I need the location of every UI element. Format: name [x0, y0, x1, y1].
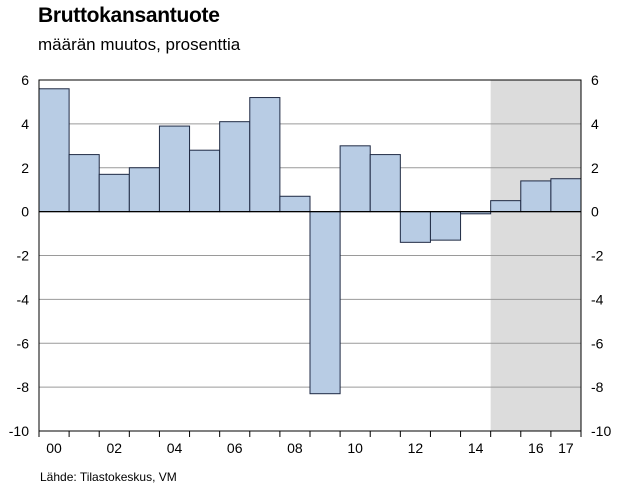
x-tick-label: 14 [468, 440, 484, 456]
bar [369, 154, 401, 213]
bar [429, 211, 462, 241]
x-tick-label: 10 [347, 440, 363, 456]
y-tick-label-right: -8 [591, 379, 604, 395]
chart-subtitle: määrän muutos, prosenttia [38, 35, 241, 54]
bar [520, 180, 552, 213]
y-tick-label-left: -8 [17, 379, 30, 395]
y-tick-label-right: 2 [591, 160, 599, 176]
bar [68, 154, 100, 213]
bar [249, 97, 281, 213]
y-tick-label-left: -2 [17, 248, 30, 264]
x-tick-label: 17 [558, 440, 574, 456]
y-tick-label-right: 0 [591, 204, 599, 220]
source-note: Lähde: Tilastokeskus, VM [40, 470, 177, 484]
x-tick-label: 12 [408, 440, 424, 456]
bar [189, 149, 221, 213]
bar [98, 173, 130, 213]
x-tick-label: 02 [106, 440, 122, 456]
x-tick-label: 16 [528, 440, 544, 456]
bar [490, 200, 522, 213]
y-tick-label-right: 6 [591, 72, 599, 88]
y-tick-label-left: 2 [21, 160, 29, 176]
x-tick-label: 06 [227, 440, 243, 456]
y-tick-label-left: -4 [17, 291, 30, 307]
y-tick-label-right: -4 [591, 291, 604, 307]
bar [550, 178, 582, 213]
bar [38, 88, 70, 213]
y-tick-label-right: -6 [591, 335, 604, 351]
y-tick-label-right: -10 [591, 423, 611, 439]
bar [158, 125, 191, 213]
x-tick-label: 04 [167, 440, 183, 456]
y-tick-label-left: 6 [21, 72, 29, 88]
x-tick-label: 08 [287, 440, 303, 456]
bar [309, 211, 341, 395]
bar [279, 195, 311, 213]
y-tick-label-left: -10 [9, 423, 29, 439]
y-tick-label-left: -6 [17, 335, 30, 351]
chart-title: Bruttokansantuote [38, 4, 220, 27]
y-tick-label-left: 4 [21, 116, 29, 132]
bar [399, 211, 431, 243]
x-tick-label: 00 [46, 440, 62, 456]
bar [128, 167, 160, 213]
y-tick-label-right: -2 [591, 248, 604, 264]
bar [339, 145, 371, 213]
y-tick-label-right: 4 [591, 116, 599, 132]
y-tick-label-left: 0 [21, 204, 29, 220]
bar [219, 121, 251, 213]
